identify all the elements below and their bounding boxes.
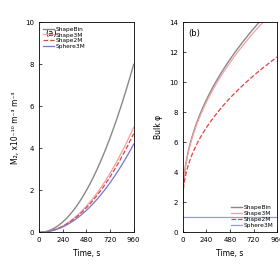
Shape3M: [237, 49, 241, 52]
Sphere3M: [38, 231, 41, 234]
Legend: ShapeBin, Shape3M, Shape2M, Sphere3M: ShapeBin, Shape3M, Shape2M, Sphere3M: [42, 25, 87, 51]
Y-axis label: M₂, x10⁻¹⁰ m⁻³ m⁻³: M₂, x10⁻¹⁰ m⁻³ m⁻³: [11, 91, 20, 164]
ShapeBin: [38, 231, 41, 234]
Shape2M: [94, 196, 97, 199]
Shape3M: [94, 194, 97, 197]
Sphere3M: [181, 216, 185, 219]
Shape3M: [239, 47, 242, 50]
ShapeBin: [123, 93, 127, 96]
Sphere3M: [94, 200, 97, 203]
ShapeBin: [117, 111, 120, 115]
Y-axis label: Bulk φ: Bulk φ: [154, 115, 163, 139]
Sphere3M: [123, 158, 127, 162]
Shape2M: [95, 194, 99, 197]
ShapeBin: [94, 171, 97, 174]
ShapeBin: [95, 168, 99, 171]
Sphere3M: [117, 168, 120, 171]
ShapeBin: [261, 17, 264, 20]
Shape2M: [276, 55, 279, 59]
Legend: ShapeBin, Shape3M, Shape2M, Sphere3M: ShapeBin, Shape3M, Shape2M, Sphere3M: [230, 204, 274, 230]
Shape3M: [132, 126, 135, 129]
Text: (b): (b): [188, 29, 200, 38]
Shape2M: [181, 201, 185, 204]
Sphere3M: [276, 216, 279, 219]
Shape3M: [117, 156, 120, 160]
ShapeBin: [237, 45, 241, 48]
ShapeBin: [181, 201, 185, 204]
Sphere3M: [239, 216, 242, 219]
Shape3M: [181, 188, 185, 192]
Shape3M: [38, 231, 41, 234]
Shape2M: [237, 87, 241, 91]
Sphere3M: [38, 231, 41, 234]
Shape3M: [95, 192, 99, 195]
Shape2M: [181, 191, 185, 195]
ShapeBin: [38, 231, 41, 234]
Line: Shape2M: Shape2M: [39, 134, 134, 232]
ShapeBin: [276, 1, 279, 4]
Shape2M: [123, 150, 127, 153]
Shape3M: [267, 15, 270, 18]
Shape3M: [123, 144, 127, 148]
Shape2M: [132, 132, 135, 135]
Sphere3M: [132, 143, 135, 146]
Shape2M: [38, 231, 41, 234]
ShapeBin: [94, 172, 97, 175]
Sphere3M: [261, 216, 264, 219]
Shape2M: [237, 88, 240, 91]
Line: ShapeBin: ShapeBin: [183, 3, 277, 202]
Line: Shape2M: Shape2M: [183, 57, 277, 202]
Shape2M: [94, 196, 97, 199]
Sphere3M: [95, 198, 99, 201]
ShapeBin: [267, 10, 270, 14]
ShapeBin: [237, 46, 240, 49]
Shape3M: [38, 231, 41, 234]
Sphere3M: [237, 216, 241, 219]
X-axis label: Time, s: Time, s: [73, 249, 100, 258]
Sphere3M: [267, 216, 270, 219]
Sphere3M: [181, 216, 185, 219]
Shape2M: [38, 231, 41, 234]
Shape2M: [239, 86, 242, 89]
Shape3M: [261, 21, 264, 24]
Shape3M: [94, 193, 97, 197]
Shape2M: [261, 67, 264, 70]
Line: ShapeBin: ShapeBin: [39, 64, 134, 232]
Line: Shape3M: Shape3M: [183, 7, 277, 202]
Shape3M: [276, 6, 279, 9]
Text: (a): (a): [45, 29, 57, 38]
X-axis label: Time, s: Time, s: [216, 249, 244, 258]
Shape2M: [117, 161, 120, 164]
Sphere3M: [237, 216, 240, 219]
Line: Sphere3M: Sphere3M: [39, 144, 134, 232]
ShapeBin: [239, 43, 242, 46]
Shape3M: [237, 49, 240, 52]
Line: Shape3M: Shape3M: [39, 127, 134, 232]
Sphere3M: [94, 199, 97, 203]
ShapeBin: [132, 63, 135, 66]
Shape3M: [181, 201, 185, 204]
Shape2M: [267, 62, 270, 65]
ShapeBin: [181, 188, 185, 191]
